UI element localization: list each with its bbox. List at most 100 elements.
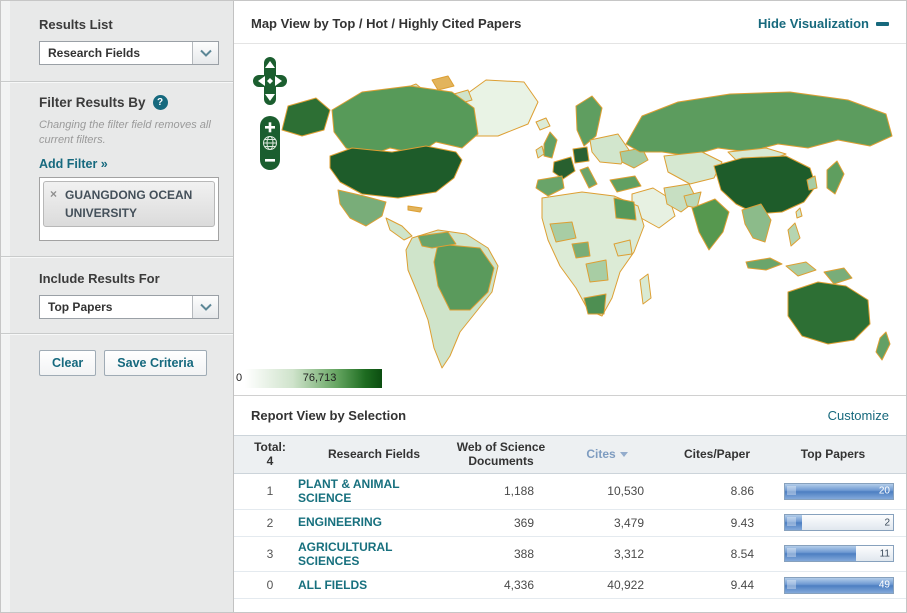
pan-right-icon bbox=[275, 76, 282, 86]
country-shape bbox=[741, 203, 772, 243]
chevron-down-icon[interactable] bbox=[192, 295, 218, 318]
zoom-out-icon bbox=[265, 159, 275, 162]
top-papers-value: 20 bbox=[878, 485, 890, 497]
save-criteria-button[interactable]: Save Criteria bbox=[104, 349, 207, 376]
research-field-link[interactable]: AGRICULTURAL SCIENCES bbox=[298, 539, 393, 568]
results-list-select[interactable]: Research Fields bbox=[39, 41, 219, 65]
chevron-down-icon[interactable] bbox=[192, 42, 218, 64]
country-shape bbox=[337, 189, 387, 227]
country-shape bbox=[552, 156, 576, 180]
country-shape bbox=[433, 243, 495, 311]
total-label: Total: bbox=[254, 440, 286, 454]
top-papers-value: 11 bbox=[879, 548, 890, 560]
map-pan-dpad[interactable] bbox=[252, 56, 288, 106]
col-header-top-papers: Top Papers bbox=[800, 447, 866, 462]
country-shape bbox=[589, 133, 630, 165]
research-field-link[interactable]: ENGINEERING bbox=[298, 515, 383, 530]
research-field-link[interactable]: PLANT & ANIMAL SCIENCE bbox=[298, 476, 400, 506]
filter-list-box: × GUANGDONG OCEAN UNIVERSITY bbox=[39, 176, 219, 241]
top-papers-bar: 20 bbox=[784, 482, 894, 500]
filter-chip-label: GUANGDONG OCEAN UNIVERSITY bbox=[65, 187, 193, 220]
include-results-section: Include Results For Top Papers bbox=[1, 255, 233, 333]
table-filler bbox=[234, 599, 906, 612]
country-shape bbox=[826, 160, 845, 195]
table-row: 2 ENGINEERING 369 3,479 9.43 2 bbox=[234, 509, 906, 537]
col-header-research-fields: Research Fields bbox=[327, 447, 421, 462]
pan-left-icon bbox=[258, 76, 265, 86]
table-header-row: Total: 4 Research Fields Web of Science … bbox=[234, 435, 906, 474]
country-shape bbox=[745, 257, 783, 271]
country-shape bbox=[407, 205, 423, 213]
table-row: 3 AGRICULTURAL SCIENCES 388 3,312 8.54 1… bbox=[234, 536, 906, 573]
top-papers-value: 2 bbox=[884, 517, 890, 529]
country-shape bbox=[575, 95, 603, 147]
country-shape bbox=[281, 97, 331, 137]
report-title: Report View by Selection bbox=[251, 408, 407, 423]
country-shape bbox=[585, 259, 609, 283]
legend-min-label: 0 bbox=[236, 372, 243, 384]
cites-per-paper-value: 9.43 bbox=[730, 515, 754, 530]
row-rank: 3 bbox=[266, 546, 274, 561]
filter-note: Changing the filter field removes all cu… bbox=[39, 119, 211, 146]
country-shape bbox=[795, 207, 803, 219]
add-filter-link[interactable]: Add Filter » bbox=[39, 156, 108, 171]
country-shape bbox=[535, 117, 551, 131]
country-shape bbox=[639, 273, 652, 305]
actions-section: Clear Save Criteria bbox=[1, 332, 233, 612]
map-title: Map View by Top / Hot / Highly Cited Pap… bbox=[251, 16, 522, 31]
world-map[interactable] bbox=[240, 46, 900, 376]
wos-documents-value: 369 bbox=[513, 515, 534, 530]
filter-chip[interactable]: × GUANGDONG OCEAN UNIVERSITY bbox=[43, 180, 215, 227]
research-field-link[interactable]: ALL FIELDS bbox=[298, 578, 368, 593]
country-shape bbox=[572, 146, 590, 164]
row-rank: 0 bbox=[266, 578, 274, 593]
country-shape bbox=[583, 293, 607, 315]
country-shape bbox=[806, 175, 818, 191]
cites-value: 3,312 bbox=[613, 546, 644, 561]
filter-section: Filter Results By ? Changing the filter … bbox=[1, 81, 233, 256]
country-shape bbox=[535, 145, 545, 159]
remove-filter-icon[interactable]: × bbox=[50, 186, 58, 201]
help-icon[interactable]: ? bbox=[152, 95, 168, 110]
globe-icon bbox=[263, 136, 277, 150]
total-header: Total: 4 bbox=[242, 440, 298, 469]
include-results-value: Top Papers bbox=[48, 299, 113, 314]
map-zoom-control[interactable] bbox=[259, 115, 281, 171]
country-shape bbox=[385, 217, 413, 241]
country-shape bbox=[875, 331, 891, 361]
top-papers-value: 49 bbox=[878, 579, 890, 591]
country-shape bbox=[787, 281, 871, 345]
country-shape bbox=[613, 239, 633, 257]
customize-link[interactable]: Customize bbox=[827, 408, 889, 423]
top-papers-bar-fill bbox=[785, 483, 893, 499]
country-shape bbox=[613, 197, 637, 221]
main-panel: Map View by Top / Hot / Highly Cited Pap… bbox=[234, 1, 906, 612]
country-shape bbox=[329, 145, 463, 199]
country-shape bbox=[579, 166, 598, 189]
cites-per-paper-value: 8.54 bbox=[730, 546, 754, 561]
country-shape bbox=[785, 261, 817, 277]
country-shape bbox=[535, 175, 565, 197]
top-papers-bar-fill bbox=[785, 515, 803, 531]
country-shape bbox=[331, 85, 479, 157]
sort-desc-icon bbox=[619, 452, 628, 458]
col-header-cites[interactable]: Cites bbox=[552, 447, 662, 461]
country-shape bbox=[571, 241, 591, 259]
country-shape bbox=[417, 231, 457, 249]
minus-icon bbox=[876, 22, 889, 26]
include-results-select[interactable]: Top Papers bbox=[39, 294, 219, 319]
cites-per-paper-value: 8.86 bbox=[730, 484, 754, 499]
report-header: Report View by Selection Customize bbox=[234, 395, 906, 435]
hide-visualization-link[interactable]: Hide Visualization bbox=[758, 16, 889, 31]
clear-button[interactable]: Clear bbox=[39, 349, 97, 376]
table-row: 0 ALL FIELDS 4,336 40,922 9.44 49 bbox=[234, 572, 906, 600]
sidebar: Results List Research Fields Filter Resu… bbox=[1, 1, 234, 612]
results-list-value: Research Fields bbox=[48, 46, 141, 60]
cites-per-paper-value: 9.44 bbox=[730, 578, 754, 593]
top-papers-bar-fill bbox=[785, 546, 857, 562]
map-controls bbox=[252, 56, 288, 171]
wos-documents-value: 4,336 bbox=[503, 578, 534, 593]
map-header: Map View by Top / Hot / Highly Cited Pap… bbox=[234, 1, 906, 43]
top-papers-bar: 11 bbox=[784, 545, 894, 563]
cites-label: Cites bbox=[586, 447, 616, 462]
